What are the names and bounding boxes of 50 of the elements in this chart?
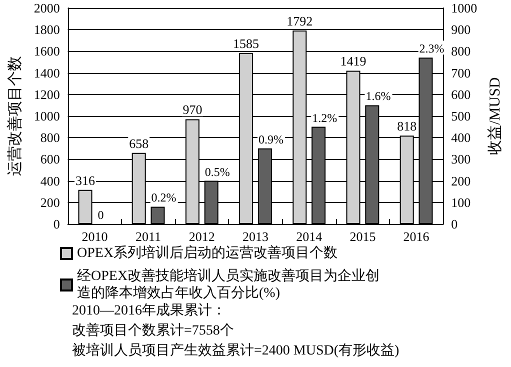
y-tick-label: 1600 — [34, 44, 60, 59]
x-tick-label: 2014 — [296, 229, 323, 244]
data-label: 970 — [182, 102, 202, 118]
y-tick-label: 400 — [40, 173, 60, 188]
y-tick-label: 2000 — [34, 0, 60, 16]
y-tick-label: 800 — [40, 130, 60, 146]
data-label: 818 — [397, 118, 417, 134]
x-tick-label: 2012 — [188, 229, 215, 244]
annotation: 1.2% — [312, 110, 338, 125]
x-tick-label: 2013 — [242, 229, 268, 244]
y-tick-label: 0 — [53, 216, 60, 232]
y2-axis-title: 收益/MUSD — [486, 77, 504, 155]
annotation: 0.9% — [258, 132, 284, 146]
y-tick-label: 1400 — [34, 65, 60, 80]
annotation: 0.2% — [151, 190, 176, 205]
y-tick-label: 600 — [40, 152, 60, 167]
y2-tick-label: 300 — [451, 152, 471, 167]
annotation: 1.6% — [366, 89, 391, 104]
y2-tick-label: 800 — [451, 44, 471, 59]
text: 2010—2016年成果累计： — [72, 302, 226, 318]
annotation: 0 — [98, 208, 104, 222]
x-tick-label: 2010 — [82, 229, 108, 244]
data-label: 1585 — [233, 36, 260, 51]
y-tick-label: 1000 — [34, 108, 60, 124]
y-tick-label: 1800 — [34, 22, 60, 38]
y2-tick-label: 200 — [451, 173, 471, 188]
legend-label: OPEX系列培训后启动的运营改善项目个数 — [77, 244, 338, 261]
y-axis-title: 运营改善项目个数 — [6, 56, 24, 176]
text: 被培训人员项目产生效益累计=2400 MUSD(有形收益) — [72, 342, 400, 358]
y2-tick-label: 700 — [451, 65, 471, 80]
y2-tick-label: 400 — [451, 130, 471, 146]
y-tick-label: 1200 — [34, 86, 60, 102]
y2-tick-label: 500 — [451, 108, 471, 124]
data-label: 658 — [129, 136, 149, 151]
y-tick-label: 200 — [40, 194, 60, 210]
data-label: 1792 — [286, 13, 313, 28]
y2-tick-label: 0 — [451, 216, 458, 232]
y2-tick-label: 1000 — [451, 0, 478, 16]
text: 改善项目个数累计=7558个 — [72, 322, 234, 338]
y2-tick-label: 900 — [451, 22, 471, 38]
x-tick-label: 2015 — [350, 229, 376, 244]
data-label: 1419 — [340, 54, 366, 69]
annotation: 2.3% — [419, 42, 444, 56]
y2-tick-label: 100 — [451, 194, 471, 210]
legend-label: 经OPEX改善技能培训人员实施改善项目为企业创造的降本增效占年收入百分比(%) — [77, 267, 380, 301]
x-tick-label: 2011 — [136, 229, 162, 244]
y2-tick-label: 600 — [451, 86, 471, 102]
annotation: 0.5% — [204, 164, 230, 179]
data-label: 316 — [76, 172, 96, 188]
x-tick-label: 2016 — [403, 229, 430, 244]
